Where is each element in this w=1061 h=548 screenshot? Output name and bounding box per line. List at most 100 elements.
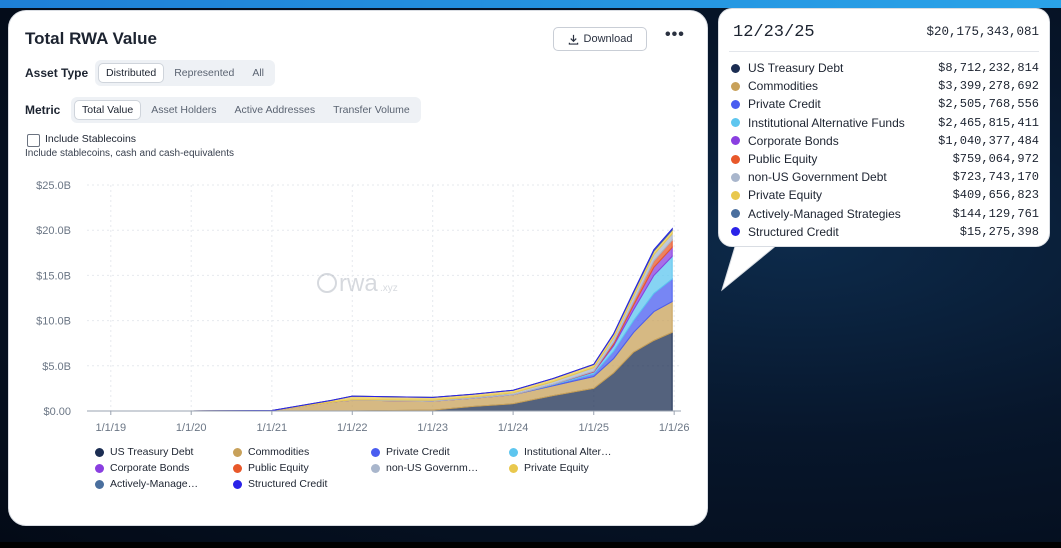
- asset-type-represented[interactable]: Represented: [174, 67, 235, 79]
- tooltip-row: Corporate Bonds $1,040,377,484: [731, 132, 1039, 150]
- legend-item[interactable]: non-US Governm…: [371, 462, 478, 474]
- legend-label: Structured Credit: [248, 478, 328, 490]
- legend-item[interactable]: Structured Credit: [233, 478, 327, 490]
- tooltip-series-name: Private Credit: [748, 97, 821, 112]
- tooltip-series-name: Structured Credit: [748, 224, 839, 239]
- y-tick-label: $5.0B: [42, 361, 71, 373]
- legend-item[interactable]: Corporate Bonds: [95, 462, 189, 474]
- tooltip-row: Public Equity $759,064,972: [731, 150, 1039, 168]
- legend-label: Private Credit: [386, 446, 450, 458]
- legend-item[interactable]: Institutional Alter…: [509, 446, 612, 458]
- legend-label: Corporate Bonds: [110, 462, 190, 474]
- legend-color-dot: [509, 463, 518, 473]
- download-button[interactable]: Download: [553, 27, 647, 51]
- x-tick-label: 1/1/21: [257, 422, 288, 434]
- tooltip-divider: [729, 51, 1039, 52]
- tooltip-series-value: $144,129,761: [952, 206, 1039, 221]
- metric-asset-holders[interactable]: Asset Holders: [151, 104, 217, 116]
- tooltip-row: Institutional Alternative Funds $2,465,81…: [731, 114, 1039, 132]
- asset-type-toggle: Distributed Represented All: [95, 60, 275, 86]
- tooltip-series-name: Actively-Managed Strategies: [748, 206, 901, 221]
- metric-active-addresses[interactable]: Active Addresses: [234, 104, 316, 116]
- asset-type-distributed[interactable]: Distributed: [98, 63, 165, 83]
- legend-color-dot: [233, 447, 242, 457]
- series-color-dot: [731, 81, 740, 91]
- legend-item[interactable]: Actively-Manage…: [95, 478, 198, 490]
- chart-tooltip: 12/23/25 $20,175,343,081 US Treasury Deb…: [718, 8, 1050, 247]
- legend-color-dot: [371, 447, 380, 457]
- tooltip-series-value: $409,656,823: [952, 188, 1039, 203]
- legend-color-dot: [233, 479, 242, 489]
- metric-label: Metric: [25, 103, 61, 117]
- asset-type-all[interactable]: All: [252, 67, 264, 79]
- area-series: [110, 227, 673, 412]
- card-title: Total RWA Value: [25, 29, 157, 48]
- series-color-dot: [731, 63, 740, 73]
- series-color-dot: [731, 209, 740, 219]
- tooltip-series-name: Commodities: [748, 79, 819, 94]
- series-color-dot: [731, 154, 740, 164]
- legend-color-dot: [95, 463, 104, 473]
- series-color-dot: [731, 227, 740, 237]
- legend-color-dot: [371, 463, 380, 473]
- legend-item[interactable]: Public Equity: [233, 462, 309, 474]
- series-color-dot: [731, 190, 740, 200]
- x-tick-label: 1/1/19: [95, 422, 126, 434]
- legend-color-dot: [95, 447, 104, 457]
- tooltip-series-value: $1,040,377,484: [938, 133, 1039, 148]
- tooltip-row: Private Credit $2,505,768,556: [731, 95, 1039, 113]
- tooltip-total: $20,175,343,081: [926, 25, 1039, 39]
- tooltip-series-value: $723,743,170: [952, 170, 1039, 185]
- tooltip-row: Actively-Managed Strategies $144,129,761: [731, 205, 1039, 223]
- more-options-icon[interactable]: •••: [665, 26, 685, 43]
- tooltip-series-value: $2,465,815,411: [938, 115, 1039, 130]
- metric-total-value[interactable]: Total Value: [74, 100, 142, 120]
- series-color-dot: [731, 136, 740, 146]
- legend-label: Institutional Alter…: [524, 446, 612, 458]
- tooltip-series-name: US Treasury Debt: [748, 61, 844, 75]
- rwa-watermark-logo: rwa .xyz: [317, 270, 398, 297]
- tooltip-series-name: Private Equity: [748, 188, 823, 203]
- globe-icon: [317, 273, 337, 293]
- tooltip-series-value: $759,064,972: [952, 152, 1039, 166]
- tooltip-series-name: non-US Government Debt: [748, 170, 887, 185]
- legend-item[interactable]: Commodities: [233, 446, 309, 458]
- tooltip-row: Private Equity $409,656,823: [731, 186, 1039, 204]
- tooltip-series-value: $3,399,278,692: [938, 79, 1039, 94]
- bottom-bar: [0, 542, 1061, 548]
- include-stablecoins-label: Include Stablecoins: [45, 133, 137, 145]
- x-tick-label: 1/1/23: [417, 422, 448, 434]
- series-color-dot: [731, 118, 740, 128]
- metric-transfer-volume[interactable]: Transfer Volume: [333, 104, 410, 116]
- download-label: Download: [583, 33, 633, 45]
- series-color-dot: [731, 172, 740, 182]
- tooltip-series-name: Public Equity: [748, 152, 818, 166]
- download-icon: [568, 34, 578, 45]
- tooltip-row: Structured Credit $15,275,398: [731, 223, 1039, 241]
- series-color-dot: [731, 99, 740, 109]
- legend-item[interactable]: Private Equity: [509, 462, 589, 474]
- x-tick-label: 1/1/20: [176, 422, 207, 434]
- legend-color-dot: [95, 479, 104, 489]
- x-tick-label: 1/1/24: [498, 422, 529, 434]
- chart-card: Total RWA Value Download ••• Asset Type …: [8, 10, 708, 526]
- legend-label: non-US Governm…: [386, 462, 479, 474]
- legend-label: Private Equity: [524, 462, 589, 474]
- legend-color-dot: [233, 463, 242, 473]
- include-stablecoins-checkbox[interactable]: [27, 134, 40, 147]
- watermark-suffix: .xyz: [380, 283, 398, 294]
- metric-toggle: Total Value Asset Holders Active Address…: [71, 97, 421, 123]
- tooltip-date: 12/23/25: [733, 23, 815, 42]
- y-tick-label: $25.0B: [36, 180, 71, 192]
- include-stablecoins-sublabel: Include stablecoins, cash and cash-equiv…: [25, 148, 235, 159]
- x-tick-label: 1/1/25: [578, 422, 609, 434]
- tooltip-series-name: Institutional Alternative Funds: [748, 115, 905, 130]
- legend-item[interactable]: US Treasury Debt: [95, 446, 193, 458]
- stacked-area-chart[interactable]: $0.00 $5.0B $10.0B $15.0B $20.0B $25.0B 1/1/19…: [9, 161, 707, 441]
- asset-type-label: Asset Type: [25, 66, 89, 80]
- y-tick-label: $10.0B: [36, 316, 71, 328]
- tooltip-row: US Treasury Debt $8,712,232,814: [731, 59, 1039, 77]
- tooltip-row: non-US Government Debt $723,743,170: [731, 168, 1039, 186]
- legend-item[interactable]: Private Credit: [371, 446, 450, 458]
- x-tick-label: 1/1/22: [337, 422, 368, 434]
